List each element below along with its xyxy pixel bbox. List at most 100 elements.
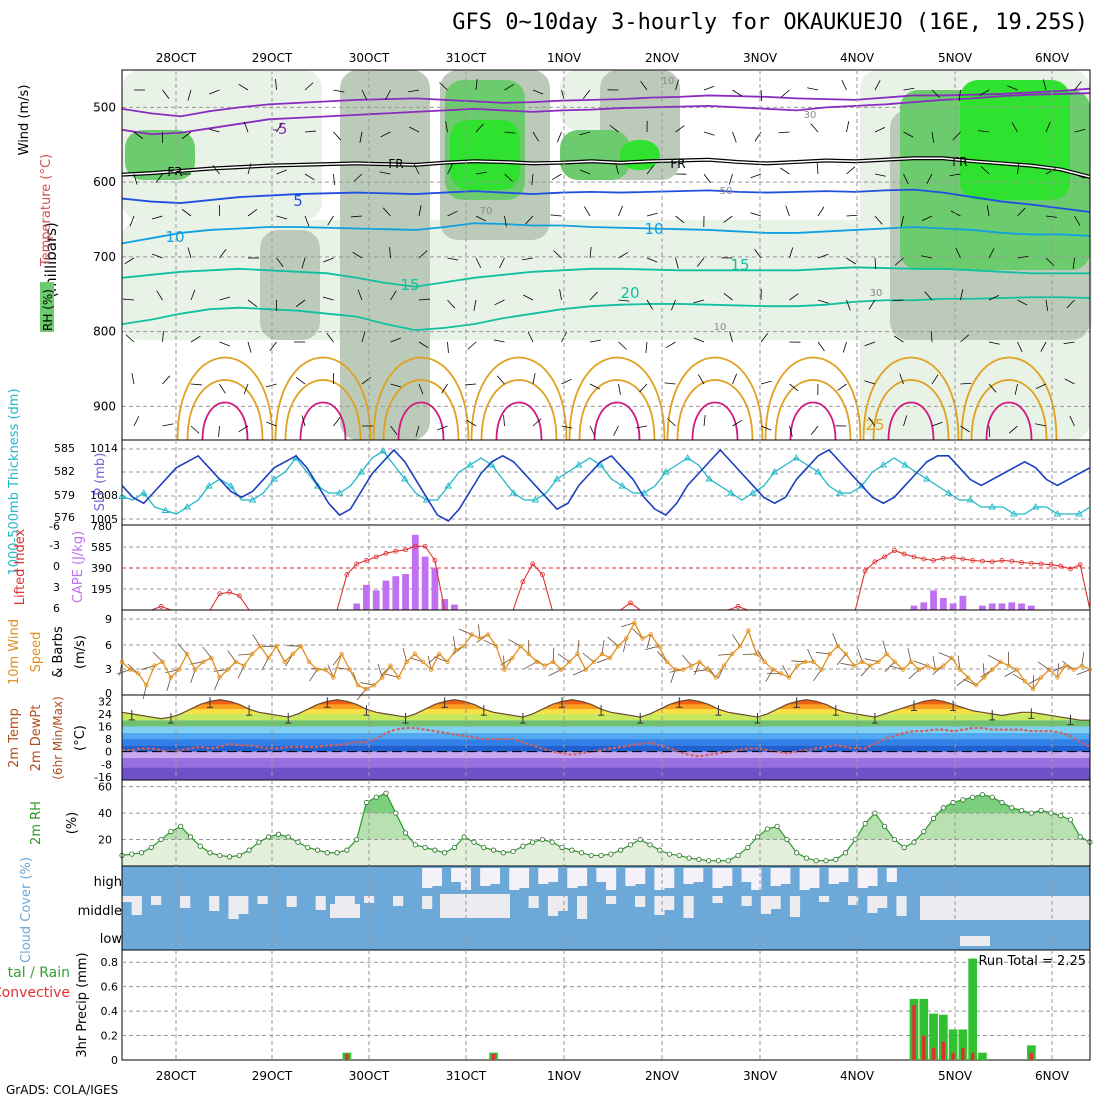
wind-point: [672, 667, 678, 672]
rh-shading: [260, 230, 320, 340]
wind-barb: [359, 131, 363, 143]
wind-point: [136, 671, 141, 676]
cloud-high-gap: [693, 868, 704, 882]
y-tick-label-precip: 0.4: [101, 1005, 119, 1018]
wind-barb: [868, 299, 876, 310]
wind-barb: [675, 79, 680, 91]
isotherm-label: 10: [644, 220, 663, 238]
wind-barb: [931, 89, 941, 98]
surface-wind-barb: [452, 636, 456, 651]
rh2m-point: [187, 834, 194, 840]
wind-point: [510, 655, 515, 661]
cloud-high-gap: [809, 868, 820, 888]
wind-point: [990, 667, 995, 672]
wind-point: [160, 659, 165, 664]
rh2m-point: [168, 828, 174, 835]
isotherm-boundary-layer: [299, 401, 347, 441]
rh2m-point: [901, 844, 907, 851]
cloud-mid-gap: [867, 896, 878, 913]
surface-wind-barb: [620, 622, 635, 628]
wind-barb: [988, 248, 995, 259]
surface-wind-barb: [1004, 669, 1017, 677]
rh2m-point: [569, 847, 575, 853]
wind-barb: [846, 257, 856, 265]
y-axis-label-rh2m-unit: (%): [65, 812, 80, 835]
rh-contour-label: 10: [714, 322, 727, 333]
wind-barb: [247, 209, 258, 217]
wind-point: [778, 671, 784, 676]
rh-contour-label: 30: [804, 110, 817, 121]
surface-wind-barb: [813, 669, 822, 682]
cloud-high-gap: [664, 868, 675, 888]
wind-barb: [155, 173, 163, 184]
wind-barb: [304, 82, 314, 91]
surface-wind-barb: [596, 657, 611, 664]
cloud-mid-gap: [818, 896, 830, 902]
wind-point: [119, 659, 125, 664]
thickness-point: [749, 489, 757, 496]
wind-point: [851, 663, 857, 668]
cloud-high-gap: [576, 868, 588, 886]
wind-barb: [467, 341, 477, 350]
rh2m-point: [784, 836, 790, 843]
x-tick-label-top: 1NOV: [547, 51, 582, 65]
wind-point: [607, 655, 613, 661]
precip-total-bar: [948, 1029, 958, 1060]
rh2m-point: [989, 794, 995, 800]
slp-frame: [121, 439, 1091, 526]
wind-point: [225, 667, 230, 672]
wind-barb: [817, 206, 825, 217]
rh2m-point: [979, 791, 986, 798]
freezing-label: FR: [670, 157, 685, 171]
thickness-point: [509, 489, 518, 496]
wind-barb: [615, 163, 619, 175]
wind-barb: [618, 251, 629, 259]
cloud-high-gap: [547, 868, 559, 882]
wind-barb: [323, 257, 334, 263]
wind-barb: [295, 299, 306, 307]
x-tick-label-top: 29OCT: [252, 51, 293, 65]
wind-barb: [789, 383, 799, 392]
cloud-mid-gap: [654, 896, 665, 915]
cloud-mid-gap: [877, 896, 888, 908]
rh2m-point: [696, 856, 702, 862]
thickness-point: [966, 496, 975, 503]
wind-barb: [1063, 341, 1075, 345]
cape-bar: [1008, 602, 1016, 610]
precip-convective-bar: [912, 1005, 916, 1060]
wind-barb: [156, 290, 163, 301]
wind-barb: [1011, 122, 1018, 133]
cloud-high-gap: [422, 868, 433, 888]
x-tick-label-top: 30OCT: [349, 51, 390, 65]
rh-shading: [960, 80, 1070, 200]
rh2m-point: [813, 858, 819, 864]
surface-wind-barb: [840, 662, 855, 667]
surface-wind-barb: [632, 628, 643, 639]
wind-barb: [322, 296, 334, 301]
wind-barb: [874, 215, 883, 225]
wind-point: [876, 659, 881, 664]
li-point: [1019, 560, 1024, 565]
wind-point: [916, 667, 922, 672]
precip-convective-bar: [961, 1047, 965, 1060]
wind-barb: [190, 383, 202, 386]
surface-wind-barb: [963, 678, 977, 686]
surface-wind-barb: [237, 665, 245, 679]
surface-wind-barb: [127, 663, 139, 674]
wind-barb: [333, 131, 342, 141]
y-axis-label-temp-b: 2m DewPt: [29, 705, 44, 772]
wind-point: [428, 667, 434, 672]
wind-point: [868, 663, 873, 668]
wind-point: [794, 663, 800, 668]
surface-wind-barb: [913, 660, 928, 667]
surface-wind-barb: [1028, 677, 1042, 685]
wind-point: [1006, 663, 1011, 668]
wind-barb: [697, 374, 705, 385]
precip-total-bar: [968, 958, 978, 1060]
wind-barb: [557, 131, 562, 143]
wind-point: [803, 659, 808, 664]
wind-barb: [988, 425, 991, 438]
cloud-high-gap: [770, 868, 781, 886]
wind-barb: [732, 131, 737, 143]
wind-barb: [618, 299, 630, 302]
